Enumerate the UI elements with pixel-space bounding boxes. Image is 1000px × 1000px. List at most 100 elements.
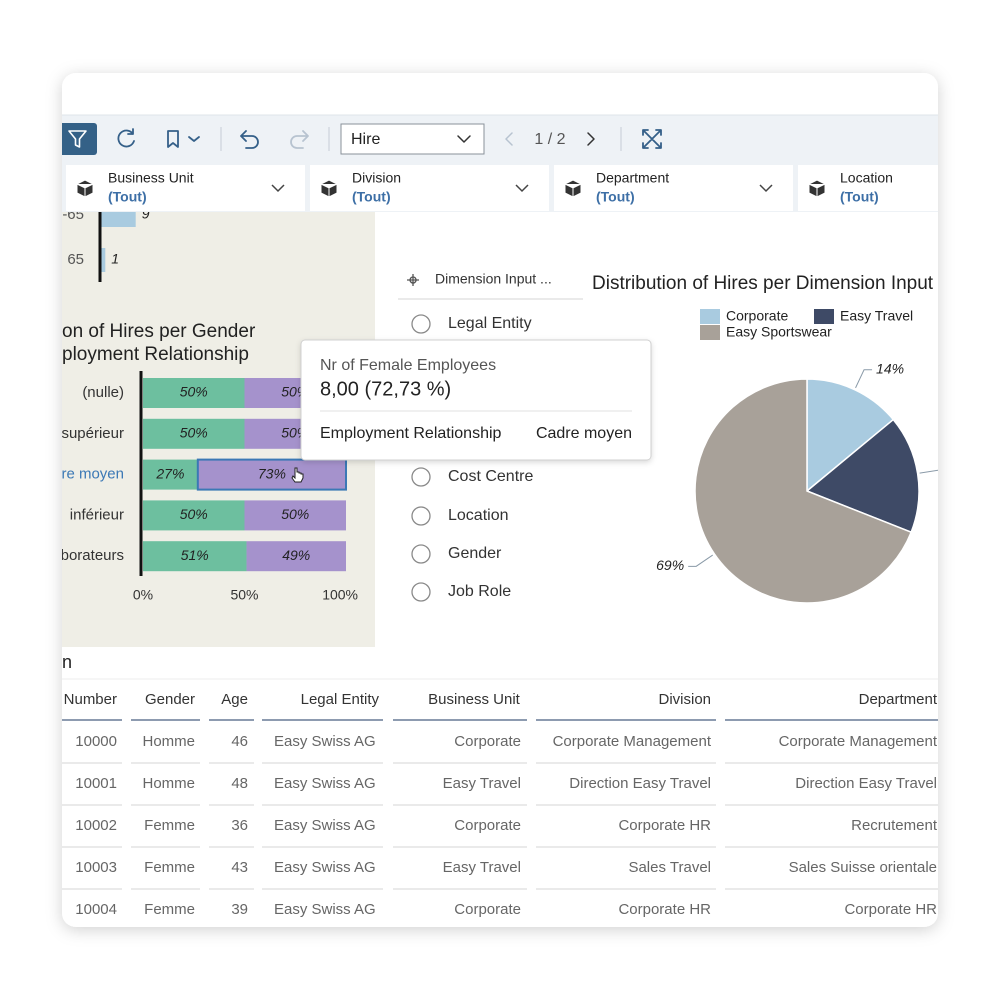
bar-segment[interactable] bbox=[244, 500, 347, 531]
filter-button[interactable] bbox=[56, 123, 97, 155]
table-cell: 36 bbox=[231, 817, 248, 834]
dropdown-chevron bbox=[457, 135, 471, 143]
variant-dropdown[interactable]: Hire bbox=[340, 123, 485, 155]
radio-button bbox=[411, 582, 431, 602]
bar-segment[interactable] bbox=[246, 541, 346, 572]
table-cell: Easy Swiss AG bbox=[274, 817, 376, 834]
filter-card[interactable]: Location (Tout) bbox=[798, 165, 1000, 211]
category-label[interactable]: re moyen bbox=[61, 466, 124, 483]
bar bbox=[101, 248, 106, 272]
radio-option[interactable]: Location bbox=[411, 506, 509, 526]
filter-label: Department bbox=[596, 170, 669, 186]
radio-button bbox=[411, 467, 431, 487]
bar-segment[interactable] bbox=[143, 418, 245, 449]
column-header[interactable]: Legal Entity bbox=[301, 691, 380, 708]
refresh-button[interactable] bbox=[117, 128, 135, 148]
value-label: 51% bbox=[181, 547, 209, 563]
table-cell: Homme bbox=[142, 733, 195, 750]
value-label: 73% bbox=[258, 465, 286, 481]
table-cell: Easy Travel bbox=[443, 859, 521, 876]
pie-slice[interactable] bbox=[806, 378, 895, 493]
table-cell: Homme bbox=[142, 775, 195, 792]
filter-chevron bbox=[271, 184, 285, 193]
bar bbox=[101, 212, 136, 227]
bookmark-chevron bbox=[188, 136, 200, 142]
dropdown-value: Hire bbox=[351, 131, 380, 148]
value-label: 49% bbox=[282, 547, 310, 563]
dimension-icon bbox=[407, 274, 419, 286]
bookmark-button[interactable] bbox=[167, 130, 200, 148]
table-cell: Corporate Management bbox=[553, 733, 712, 750]
value-label: 14% bbox=[876, 360, 904, 376]
prev-page-button[interactable] bbox=[505, 132, 513, 146]
leader-line bbox=[688, 554, 713, 567]
x-tick-label: 50% bbox=[230, 587, 258, 603]
undo-button[interactable] bbox=[240, 130, 259, 149]
table-cell: Corporate HR bbox=[618, 817, 711, 834]
radio-option[interactable]: Gender bbox=[411, 544, 502, 564]
table-cell: Femme bbox=[144, 859, 195, 876]
radio-option[interactable]: Cost Centre bbox=[411, 467, 533, 487]
bar-segment[interactable] bbox=[143, 500, 245, 531]
column-header[interactable]: Department bbox=[859, 691, 938, 708]
card-content: Hire 1 / 2 Business Unit (Tout) Division (Tou… bbox=[56, 114, 1000, 918]
toolbar-background bbox=[62, 115, 938, 163]
legend-label: Corporate bbox=[726, 308, 788, 324]
next-page-button[interactable] bbox=[587, 132, 595, 146]
prev-icon bbox=[505, 132, 513, 146]
column-header[interactable]: Number bbox=[64, 691, 117, 708]
column-header[interactable]: Business Unit bbox=[428, 691, 521, 708]
filter-card[interactable]: Division (Tout) bbox=[310, 165, 549, 211]
tooltip-member: Cadre moyen bbox=[536, 425, 632, 442]
chart-title: Distribution of Hires per Dimension Inpu… bbox=[592, 273, 934, 294]
filter-card[interactable]: Business Unit (Tout) bbox=[66, 165, 305, 211]
table-cell: Corporate Management bbox=[779, 733, 938, 750]
bookmark-icon bbox=[167, 130, 179, 148]
table-cell: 10004 bbox=[75, 901, 117, 918]
pie-slice[interactable] bbox=[694, 378, 913, 604]
bar-segment[interactable] bbox=[143, 459, 198, 490]
table-cell: Recrutement bbox=[851, 817, 938, 834]
filter-icon bbox=[68, 130, 87, 148]
table-cell: 10003 bbox=[75, 859, 117, 876]
filter-card[interactable]: Department (Tout) bbox=[554, 165, 793, 211]
redo-button[interactable] bbox=[290, 130, 309, 149]
filter-value: (Tout) bbox=[108, 189, 147, 205]
category-label: -65 bbox=[62, 206, 84, 223]
bar-segment[interactable] bbox=[143, 378, 245, 408]
table-cell: Corporate HR bbox=[618, 901, 711, 918]
radio-option[interactable]: Job Role bbox=[411, 582, 511, 602]
radio-option[interactable]: Legal Entity bbox=[411, 314, 532, 334]
bar-segment[interactable] bbox=[143, 541, 247, 572]
radio-label: Legal Entity bbox=[448, 315, 532, 332]
filter-label: Division bbox=[352, 170, 401, 186]
value-label: 9 bbox=[142, 206, 150, 222]
table-cell: 48 bbox=[231, 775, 248, 792]
bar-segment[interactable] bbox=[196, 458, 347, 491]
filter-card-bg bbox=[554, 165, 793, 211]
value-label: 27% bbox=[155, 465, 184, 481]
chart-title: on of Hires per Gender bbox=[62, 321, 256, 342]
cube-icon bbox=[564, 179, 582, 198]
radio-label: Gender bbox=[448, 545, 502, 562]
category-label[interactable]: supérieur bbox=[61, 425, 124, 442]
column-header[interactable]: Gender bbox=[145, 691, 195, 708]
table-cell: 43 bbox=[231, 859, 248, 876]
value-label: 50% bbox=[180, 384, 208, 400]
cube-icon bbox=[76, 179, 94, 198]
table-cell: Sales Suisse orientale bbox=[789, 859, 937, 876]
legend-swatch bbox=[700, 325, 720, 340]
fullscreen-button[interactable] bbox=[642, 129, 662, 149]
column-header[interactable]: Age bbox=[221, 691, 248, 708]
category-label[interactable]: inférieur bbox=[70, 506, 124, 523]
column-header[interactable]: Division bbox=[658, 691, 711, 708]
category-label[interactable]: borateurs bbox=[61, 547, 124, 564]
table-cell: Femme bbox=[144, 901, 195, 918]
category-label[interactable]: (nulle) bbox=[82, 384, 124, 401]
filter-value: (Tout) bbox=[352, 189, 391, 205]
pie-slice[interactable] bbox=[805, 418, 920, 534]
filter-card-bg bbox=[798, 165, 938, 211]
filter-value: (Tout) bbox=[596, 189, 635, 205]
value-label: 69% bbox=[656, 557, 684, 573]
